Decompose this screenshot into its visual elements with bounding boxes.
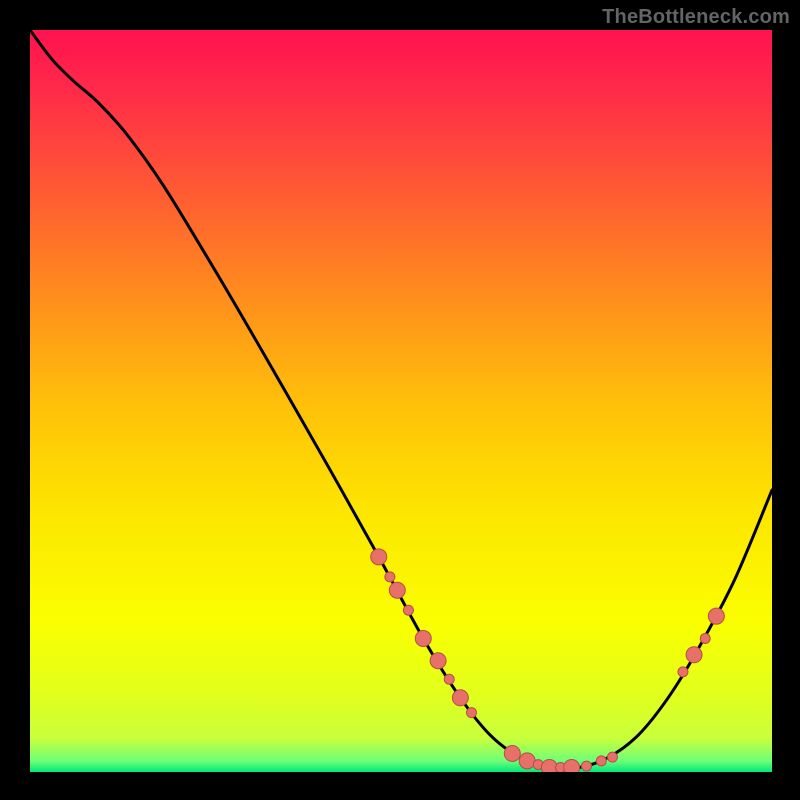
data-marker xyxy=(371,549,387,565)
data-marker xyxy=(541,760,557,772)
data-marker xyxy=(389,582,405,598)
bottleneck-curve xyxy=(30,30,772,769)
data-marker xyxy=(466,708,476,718)
data-marker xyxy=(519,753,535,769)
data-marker xyxy=(415,630,431,646)
data-marker xyxy=(582,761,592,771)
data-marker xyxy=(596,756,606,766)
data-marker xyxy=(708,608,724,624)
data-marker xyxy=(686,647,702,663)
data-marker xyxy=(403,605,413,615)
data-markers xyxy=(371,549,725,772)
data-marker xyxy=(504,745,520,761)
curve-layer xyxy=(30,30,772,772)
data-marker xyxy=(678,667,688,677)
data-marker xyxy=(607,752,617,762)
data-marker xyxy=(452,690,468,706)
plot-area xyxy=(30,30,772,772)
container: TheBottleneck.com xyxy=(0,0,800,800)
data-marker xyxy=(430,653,446,669)
data-marker xyxy=(564,760,580,772)
data-marker xyxy=(700,633,710,643)
data-marker xyxy=(444,674,454,684)
attribution-text: TheBottleneck.com xyxy=(602,6,790,29)
data-marker xyxy=(385,572,395,582)
